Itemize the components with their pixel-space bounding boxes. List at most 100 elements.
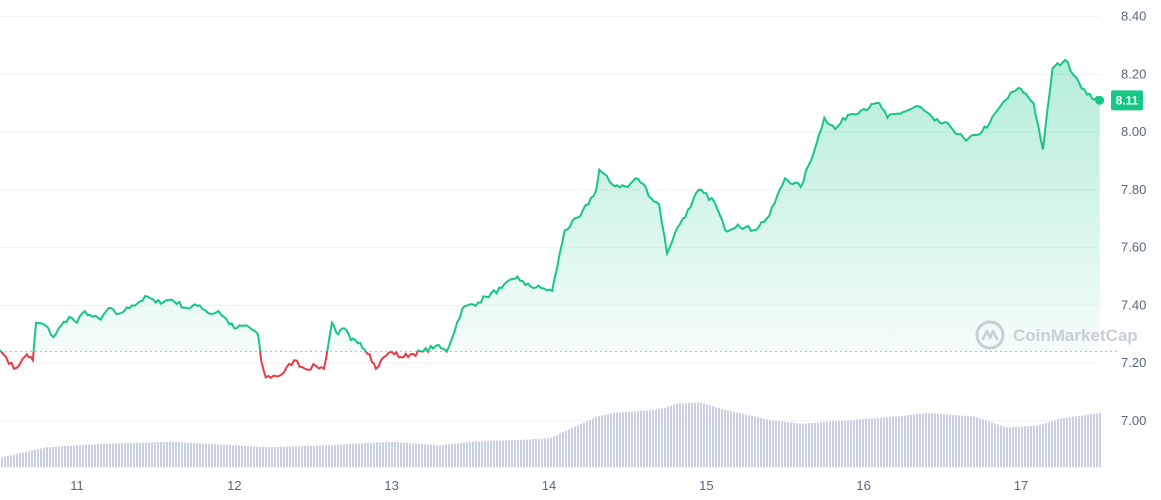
current-price-dot[interactable] xyxy=(1095,95,1105,105)
volume-bar xyxy=(10,455,12,467)
volume-bar xyxy=(1084,415,1086,467)
volume-bar xyxy=(490,441,492,467)
volume-bar xyxy=(625,412,627,467)
x-tick-label: 12 xyxy=(227,478,241,493)
volume-bar xyxy=(94,444,96,467)
volume-bar xyxy=(979,418,981,467)
volume-bar xyxy=(961,415,963,467)
volume-bar xyxy=(46,447,48,467)
volume-bar xyxy=(562,432,564,467)
volume-bar xyxy=(340,444,342,467)
volume-bar xyxy=(55,446,57,467)
volume-bar xyxy=(817,422,819,467)
volume-bar xyxy=(184,442,186,467)
volume-bar xyxy=(526,439,528,467)
volume-bar xyxy=(604,414,606,467)
volume-bar xyxy=(847,420,849,467)
volume-bar xyxy=(943,414,945,467)
volume-bar xyxy=(127,443,129,467)
volume-bar xyxy=(451,444,453,467)
volume-bar xyxy=(259,446,261,467)
volume-bar xyxy=(859,419,861,467)
volume-bar xyxy=(643,410,645,467)
volume-bar xyxy=(190,442,192,467)
volume-bar xyxy=(880,417,882,467)
volume-bar xyxy=(610,413,612,467)
volume-bar xyxy=(958,415,960,467)
volume-bar xyxy=(1072,416,1074,467)
volume-bar xyxy=(748,415,750,467)
volume-bar xyxy=(1033,425,1035,467)
volume-bar xyxy=(1030,425,1032,467)
volume-bar xyxy=(694,402,696,467)
x-tick-label: 13 xyxy=(384,478,398,493)
volume-bar xyxy=(25,451,27,467)
current-price-label: 8.11 xyxy=(1116,93,1139,107)
volume-bar xyxy=(241,445,243,467)
volume-bar xyxy=(166,441,168,467)
y-tick-label: 8.20 xyxy=(1121,66,1146,81)
volume-bar xyxy=(589,419,591,467)
volume-bar xyxy=(949,414,951,467)
volume-bar xyxy=(508,440,510,467)
volume-bar xyxy=(829,421,831,467)
volume-bar xyxy=(655,409,657,467)
volume-bar xyxy=(1039,424,1041,467)
volume-bar xyxy=(745,414,747,467)
volume-bar xyxy=(904,415,906,467)
volume-bar xyxy=(220,444,222,467)
volume-bar xyxy=(1006,427,1008,467)
volume-bar xyxy=(916,414,918,467)
x-axis: 11 12 13 14 15 16 17 xyxy=(0,466,1100,493)
volume-bar xyxy=(865,418,867,467)
volume-bar xyxy=(700,402,702,467)
volume-bar xyxy=(1009,427,1011,467)
volume-bars xyxy=(1,402,1101,467)
volume-bar xyxy=(112,443,114,467)
volume-bar xyxy=(376,442,378,467)
x-tick-label: 17 xyxy=(1014,478,1028,493)
volume-bar xyxy=(391,441,393,467)
volume-bar xyxy=(724,409,726,467)
volume-bar xyxy=(877,417,879,467)
volume-bar xyxy=(145,442,147,467)
volume-bar xyxy=(481,441,483,467)
volume-bar xyxy=(76,445,78,467)
volume-bar xyxy=(133,442,135,467)
volume-bar xyxy=(247,446,249,467)
volume-bar xyxy=(91,444,93,467)
volume-bar xyxy=(592,418,594,467)
x-tick-label: 14 xyxy=(542,478,556,493)
volume-bar xyxy=(433,444,435,467)
volume-bar xyxy=(568,429,570,467)
x-tick-label: 16 xyxy=(856,478,870,493)
volume-bar xyxy=(22,452,24,467)
volume-bar xyxy=(733,411,735,467)
volume-bar xyxy=(835,421,837,467)
volume-bar xyxy=(175,442,177,467)
volume-bar xyxy=(940,414,942,467)
volume-bar xyxy=(706,404,708,467)
volume-bar xyxy=(412,443,414,467)
volume-bar xyxy=(538,438,540,467)
volume-bar xyxy=(1078,415,1080,467)
volume-bar xyxy=(67,445,69,467)
volume-bar xyxy=(511,440,513,467)
volume-bar xyxy=(556,434,558,467)
volume-bar xyxy=(43,447,45,467)
x-tick-label: 11 xyxy=(70,478,84,493)
volume-bar xyxy=(613,412,615,467)
volume-bar xyxy=(631,411,633,467)
volume-bar xyxy=(88,444,90,467)
volume-bar xyxy=(379,442,381,467)
volume-bar xyxy=(871,418,873,467)
volume-bar xyxy=(280,446,282,467)
volume-bar xyxy=(883,417,885,467)
price-line-up[interactable] xyxy=(0,58,1101,378)
y-tick-label: 8.00 xyxy=(1121,124,1146,139)
volume-bar xyxy=(808,423,810,467)
volume-bar xyxy=(697,402,699,467)
volume-bar xyxy=(13,454,15,467)
y-tick-label: 7.80 xyxy=(1121,182,1146,197)
